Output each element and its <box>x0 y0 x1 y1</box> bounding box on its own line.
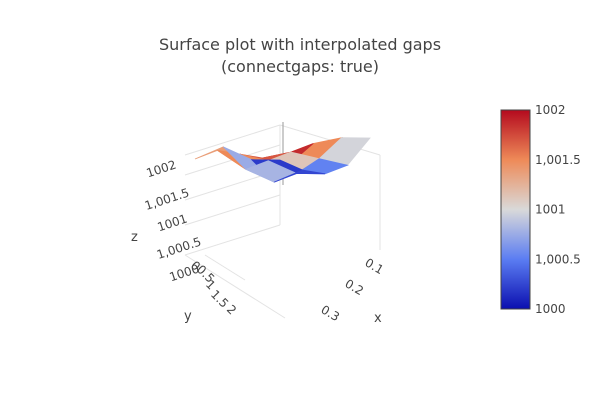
surface[interactable] <box>194 137 371 183</box>
x-tick-2: 0.3 <box>319 302 343 324</box>
z-tick-3: 1,001.5 <box>143 186 191 213</box>
z-tick-2: 1001 <box>156 212 189 235</box>
chart-title-line-2: (connectgaps: true) <box>221 57 379 76</box>
colorbar-tick-3: 1,001.5 <box>535 153 581 167</box>
x-tick-0: 0.1 <box>363 255 387 277</box>
y-axis-title: y <box>184 309 192 324</box>
surface-cell-1-2 <box>274 169 326 183</box>
z-axis-title: z <box>131 230 138 245</box>
z-tick-1: 1,000.5 <box>155 235 203 262</box>
x-axis-title: x <box>374 311 382 326</box>
z-tick-4: 1002 <box>145 158 178 181</box>
x-tick-1: 0.2 <box>343 276 367 298</box>
colorbar-tick-4: 1002 <box>535 103 566 117</box>
y-axis-ticks: 0 0.5 1 1.5 2 <box>188 258 239 317</box>
chart-title-line-1: Surface plot with interpolated gaps <box>159 35 441 54</box>
colorbar-tick-1: 1,000.5 <box>535 252 581 266</box>
colorbar <box>500 109 531 310</box>
colorbar-tick-0: 1000 <box>535 302 566 316</box>
colorbar-ticks: 1000 1,000.5 1001 1,001.5 1002 <box>535 103 581 316</box>
colorbar-tick-2: 1001 <box>535 203 566 217</box>
